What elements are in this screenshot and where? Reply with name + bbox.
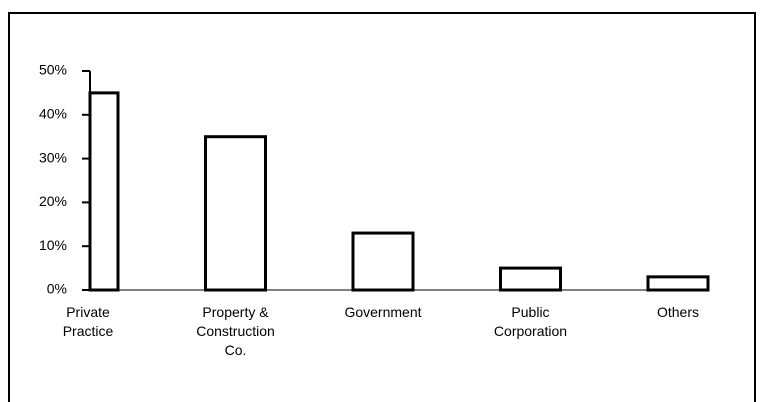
bar — [351, 231, 415, 292]
bar — [204, 135, 267, 292]
y-tick-label: 30% — [39, 149, 67, 165]
y-tick-label: 50% — [39, 62, 67, 78]
bar — [499, 266, 562, 292]
x-tick-label: Others — [656, 304, 699, 320]
x-tick-label: Property & Construction Co. — [196, 304, 275, 358]
y-tick-label: 20% — [39, 193, 67, 209]
y-tick-label: 0% — [47, 281, 67, 297]
y-tick-label: 10% — [39, 237, 67, 253]
frame — [8, 12, 756, 402]
x-tick-label: Private Practice — [62, 304, 114, 339]
bar — [88, 91, 120, 292]
x-tick-label: Government — [344, 304, 422, 320]
y-tick-label: 40% — [39, 106, 67, 122]
bar — [646, 275, 710, 292]
x-tick-label: Public Corporation — [493, 304, 568, 339]
